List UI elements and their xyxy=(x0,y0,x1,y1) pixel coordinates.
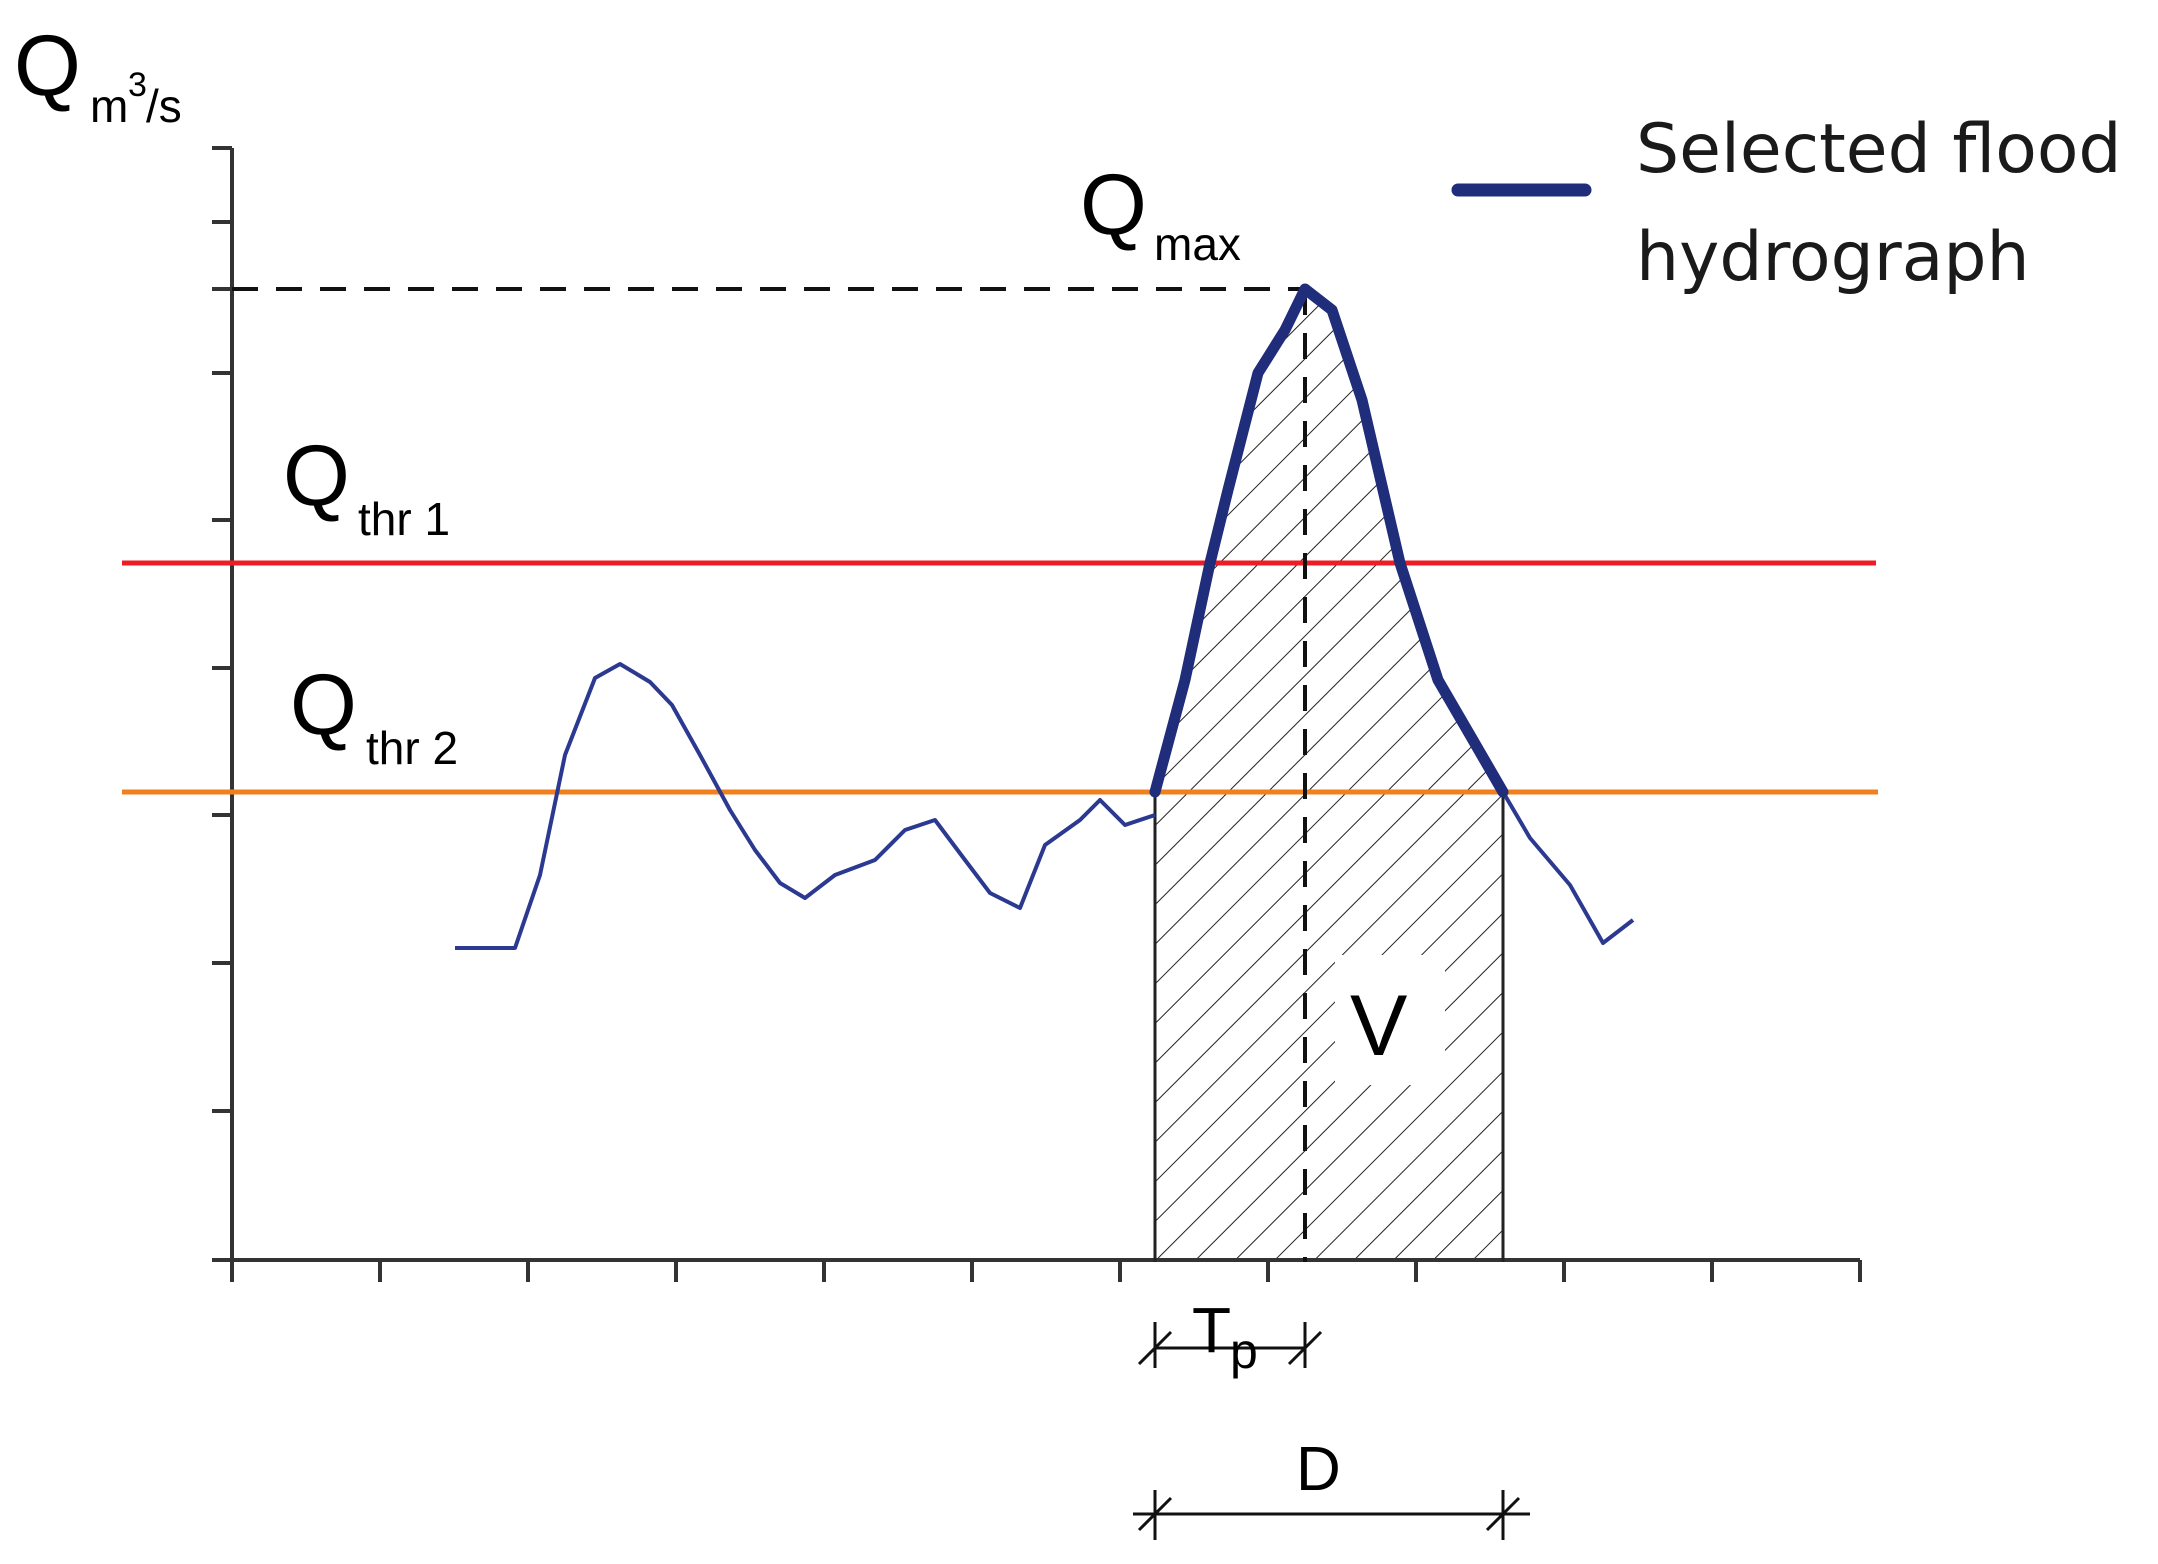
qthr2-label: Q thr 2 xyxy=(290,657,458,774)
tp-dimension xyxy=(1137,1322,1323,1368)
y-axis-label: Q xyxy=(14,18,81,114)
x-axis-ticks xyxy=(230,1260,1862,1282)
y-axis-ticks xyxy=(212,146,232,1113)
y-axis-unit: m 3 /s xyxy=(90,66,182,132)
selected-flood-hydrograph xyxy=(1149,283,1509,798)
volume-label-background xyxy=(1335,955,1445,1085)
flood-volume-hatch xyxy=(1155,289,1503,1260)
hydrograph-recession-line xyxy=(1501,790,1635,945)
legend-label-line2: hydrograph xyxy=(1636,218,2030,297)
hydrograph-line xyxy=(455,662,1156,950)
legend-label-line1: Selected flood xyxy=(1636,110,2122,189)
qthr1-label: Q thr 1 xyxy=(283,428,450,545)
tp-label: T p xyxy=(1192,1294,1258,1379)
duration-dimension xyxy=(1133,1490,1530,1540)
qmax-label: Q max xyxy=(1080,157,1241,270)
duration-label: D xyxy=(1296,1435,1341,1504)
volume-label: V xyxy=(1350,978,1407,1074)
